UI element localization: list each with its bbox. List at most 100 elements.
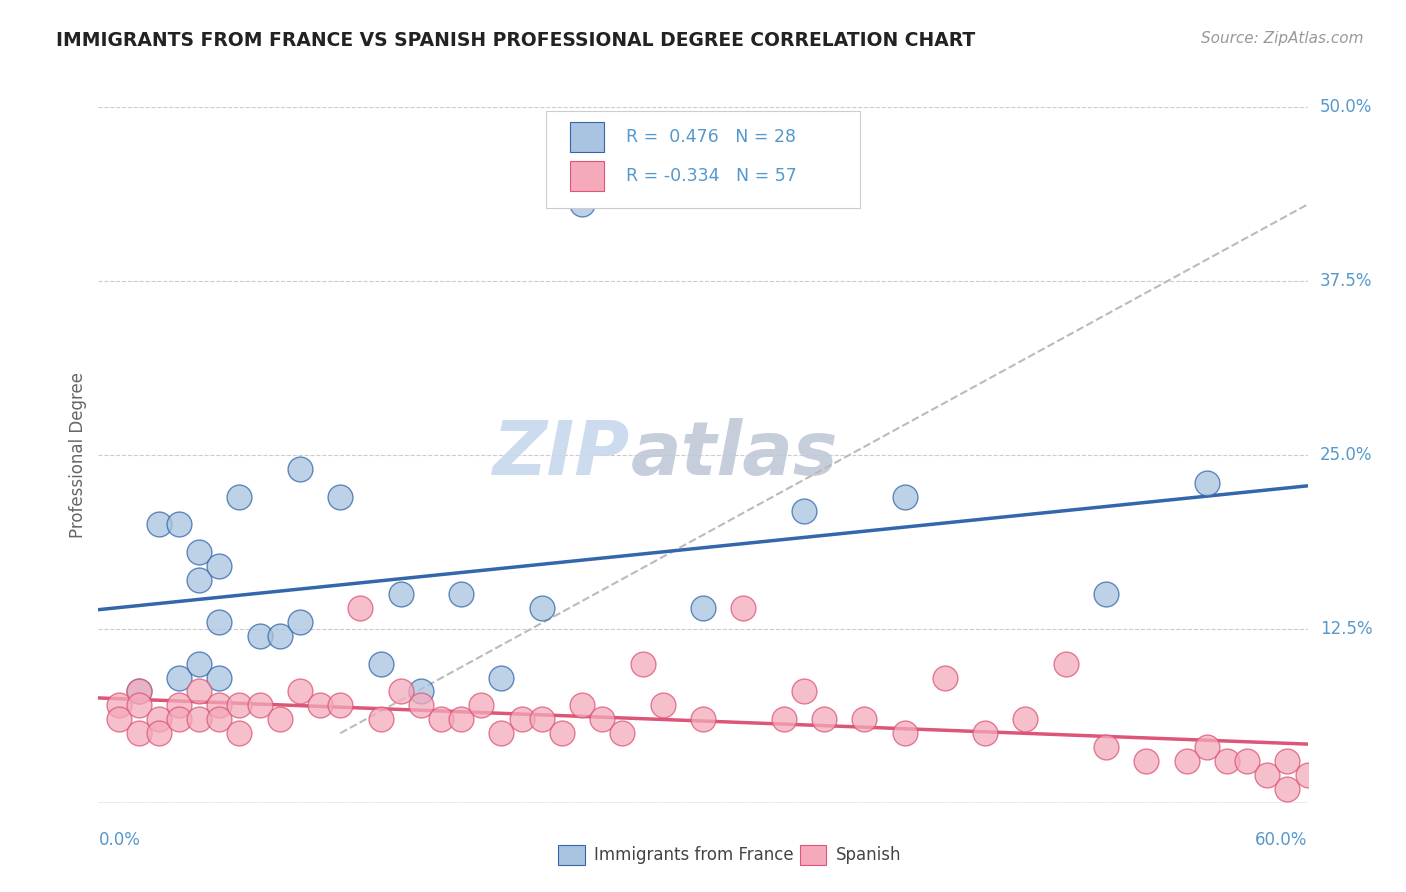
Point [510,712,533,726]
Point [167,517,190,532]
Point [612,726,634,740]
Text: 60.0%: 60.0% [1256,830,1308,848]
Point [148,712,170,726]
Point [470,698,492,713]
Point [430,712,453,726]
Point [128,726,150,740]
Point [450,712,472,726]
Point [208,671,231,685]
Point [571,698,593,713]
Point [389,684,412,698]
Point [692,601,714,615]
Point [893,726,915,740]
Point [1095,740,1118,755]
FancyBboxPatch shape [569,161,603,191]
Point [793,684,815,698]
Text: 0.0%: 0.0% [98,830,141,848]
Point [228,698,250,713]
Text: ZIP: ZIP [494,418,630,491]
Text: 25.0%: 25.0% [1320,446,1372,464]
Text: IMMIGRANTS FROM FRANCE VS SPANISH PROFESSIONAL DEGREE CORRELATION CHART: IMMIGRANTS FROM FRANCE VS SPANISH PROFES… [56,31,976,50]
Point [208,698,231,713]
Point [1216,754,1239,768]
Point [1236,754,1258,768]
Point [1256,768,1278,782]
FancyBboxPatch shape [800,845,827,865]
Point [530,601,553,615]
Point [571,197,593,211]
Point [329,490,352,504]
Point [772,712,794,726]
Point [269,629,291,643]
Point [793,503,815,517]
Point [107,698,129,713]
Point [1277,781,1299,796]
Point [208,712,231,726]
Point [893,490,915,504]
Point [249,629,271,643]
Point [288,615,311,629]
Point [188,684,211,698]
FancyBboxPatch shape [569,122,603,152]
Point [530,712,553,726]
Point [188,657,211,671]
Point [692,712,714,726]
Point [167,698,190,713]
Text: 37.5%: 37.5% [1320,272,1372,290]
Point [1054,657,1077,671]
Point [128,684,150,698]
Point [389,587,412,601]
Point [934,671,956,685]
Point [370,657,392,671]
Point [329,698,352,713]
Point [591,712,613,726]
Point [491,671,513,685]
Point [188,545,211,559]
Point [188,573,211,587]
FancyBboxPatch shape [546,111,860,208]
Text: R = -0.334   N = 57: R = -0.334 N = 57 [626,167,796,185]
Point [853,712,876,726]
Point [551,726,574,740]
Point [651,698,673,713]
Text: 50.0%: 50.0% [1320,98,1372,116]
Point [631,657,654,671]
Point [733,601,755,615]
Point [409,698,432,713]
Point [148,517,170,532]
Point [288,684,311,698]
Point [1195,475,1218,490]
Point [491,726,513,740]
Point [1195,740,1218,755]
Y-axis label: Professional Degree: Professional Degree [69,372,87,538]
Point [167,671,190,685]
Point [450,587,472,601]
Point [208,559,231,574]
Point [228,726,250,740]
Text: atlas: atlas [630,418,838,491]
Point [370,712,392,726]
Point [228,490,250,504]
Point [1175,754,1198,768]
Point [167,712,190,726]
Point [128,698,150,713]
Point [309,698,332,713]
Point [813,712,835,726]
Point [128,684,150,698]
Point [409,684,432,698]
Text: R =  0.476   N = 28: R = 0.476 N = 28 [626,128,796,146]
Point [1296,768,1319,782]
Text: Spanish: Spanish [837,846,901,864]
Point [1095,587,1118,601]
Point [1014,712,1036,726]
Point [249,698,271,713]
Point [208,615,231,629]
Point [1135,754,1157,768]
FancyBboxPatch shape [558,845,585,865]
Point [188,712,211,726]
Point [974,726,997,740]
Text: 12.5%: 12.5% [1320,620,1372,638]
Point [1277,754,1299,768]
Point [107,712,129,726]
Text: Source: ZipAtlas.com: Source: ZipAtlas.com [1201,31,1364,46]
